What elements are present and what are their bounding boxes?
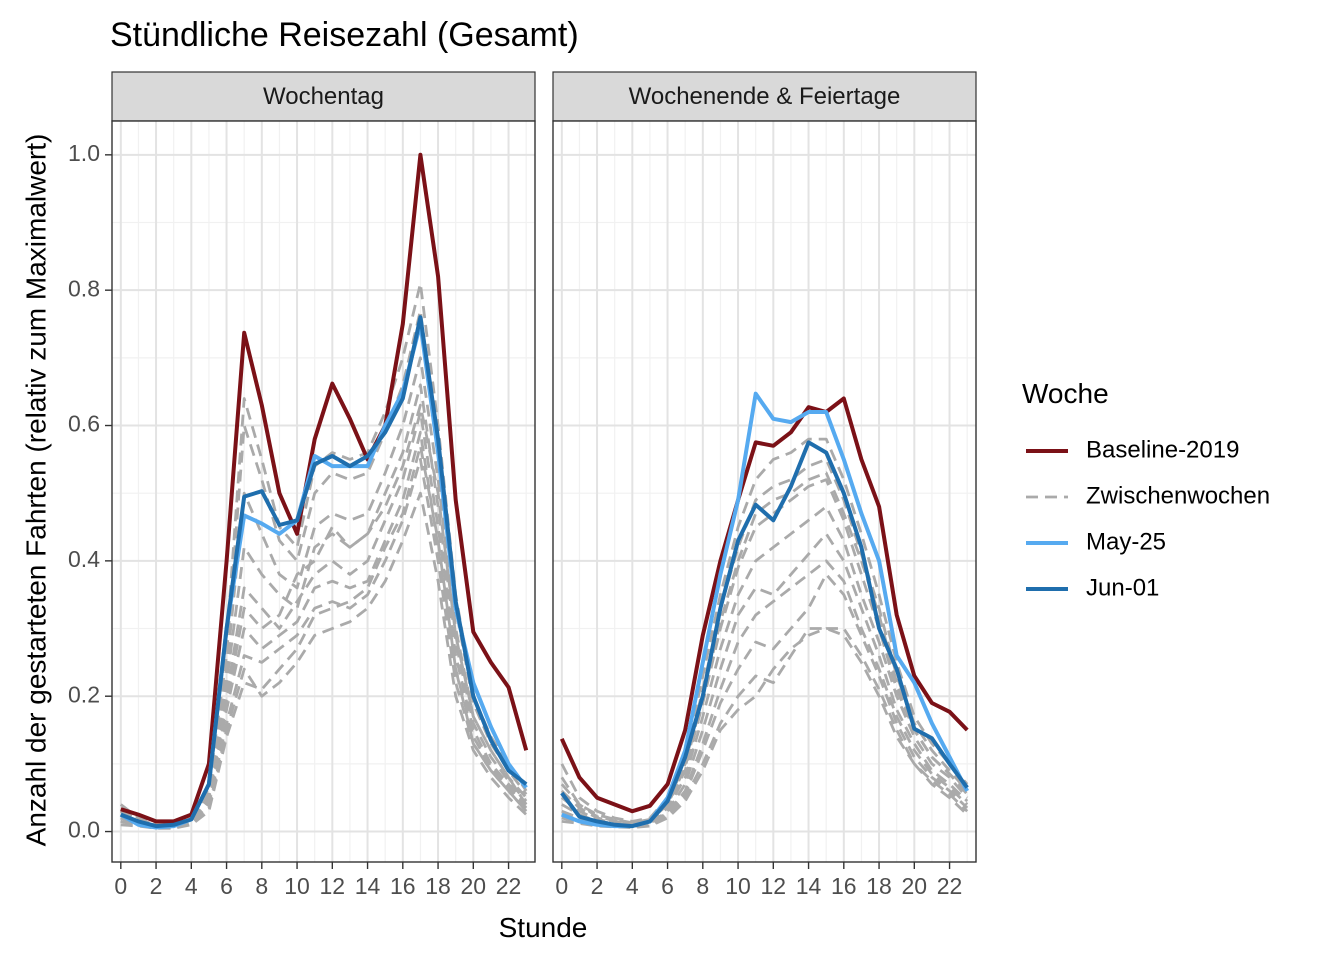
line-zwischenwochen bbox=[120, 383, 528, 828]
x-tick-label: 14 bbox=[796, 873, 822, 899]
facet-panel: Wochentag 0 2 4 6 8 10 12 14 16 18 20 22 0.0 0.2 0.4 0.6… bbox=[68, 71, 536, 899]
gridlines bbox=[553, 121, 976, 862]
x-tick-label: 4 bbox=[185, 873, 198, 899]
legend: Woche Baseline-2019 Zwischenwochen May-25 J… bbox=[1022, 378, 1270, 601]
legend-items: Baseline-2019 Zwischenwochen May-25 Jun-01 bbox=[1026, 436, 1270, 601]
facet-strip bbox=[552, 71, 977, 122]
line-zwischenwochen bbox=[561, 532, 969, 827]
legend-item: Zwischenwochen bbox=[1026, 482, 1270, 509]
chart-title: Stündliche Reisezahl (Gesamt) bbox=[110, 16, 579, 54]
series-lines bbox=[559, 391, 969, 829]
x-tick-label: 16 bbox=[390, 873, 416, 899]
line-zwischenwochen bbox=[561, 573, 969, 829]
x-tick-label: 18 bbox=[866, 873, 892, 899]
y-tick-label: 0.0 bbox=[68, 817, 100, 843]
legend-item: Baseline-2019 bbox=[1026, 436, 1239, 463]
y-tick-label: 1.0 bbox=[68, 140, 100, 166]
legend-label: May-25 bbox=[1086, 528, 1166, 555]
line-jun-01 bbox=[560, 440, 969, 829]
x-tick-label: 22 bbox=[937, 873, 963, 899]
facet-strip-label: Wochentag bbox=[263, 83, 384, 110]
line-jun-01 bbox=[120, 315, 528, 829]
x-tick-label: 6 bbox=[220, 873, 233, 899]
line-zwischenwochen bbox=[120, 410, 528, 829]
y-axis-title: Anzahl der gestarteten Fahrten (relativ … bbox=[20, 134, 51, 847]
x-tick-label: 12 bbox=[761, 873, 787, 899]
x-tick-label: 8 bbox=[696, 873, 709, 899]
panel-background bbox=[112, 121, 535, 862]
line-zwischenwochen bbox=[120, 403, 528, 829]
x-tick-label: 2 bbox=[150, 873, 163, 899]
legend-title: Woche bbox=[1022, 378, 1109, 409]
legend-label: Zwischenwochen bbox=[1086, 482, 1270, 509]
series-lines bbox=[119, 152, 529, 830]
y-tick-label: 0.2 bbox=[68, 681, 100, 707]
x-tick-label: 20 bbox=[902, 873, 928, 899]
legend-label: Jun-01 bbox=[1086, 574, 1159, 601]
line-zwischenwochen bbox=[120, 356, 528, 827]
x-tick-label: 16 bbox=[831, 873, 857, 899]
facet-strip-label: Wochenende & Feiertage bbox=[629, 83, 901, 110]
x-tick-label: 12 bbox=[320, 873, 346, 899]
y-tick-label: 0.6 bbox=[68, 411, 100, 437]
x-tick-label: 8 bbox=[255, 873, 268, 899]
x-tick-label: 6 bbox=[661, 873, 674, 899]
x-axis: 0 2 4 6 8 10 12 14 16 18 20 22 bbox=[114, 862, 521, 899]
legend-item: May-25 bbox=[1026, 528, 1166, 555]
facet-strip bbox=[111, 71, 536, 122]
line-baseline-2019 bbox=[559, 396, 969, 814]
line-zwischenwochen bbox=[120, 444, 528, 830]
y-tick-label: 0.4 bbox=[68, 546, 100, 572]
x-tick-label: 2 bbox=[591, 873, 604, 899]
line-baseline-2019 bbox=[120, 152, 529, 824]
x-axis-title: Stunde bbox=[499, 912, 588, 943]
x-tick-label: 10 bbox=[725, 873, 751, 899]
legend-item: Jun-01 bbox=[1026, 574, 1159, 601]
legend-label: Baseline-2019 bbox=[1086, 436, 1239, 463]
x-tick-label: 18 bbox=[425, 873, 451, 899]
x-axis: 0 2 4 6 8 10 12 14 16 18 20 22 bbox=[555, 862, 962, 899]
line-zwischenwochen bbox=[561, 559, 969, 828]
panel-border bbox=[111, 120, 536, 863]
y-tick-label: 0.8 bbox=[68, 275, 100, 301]
line-zwischenwochen bbox=[560, 471, 969, 825]
facet-panel: Wochenende & Feiertage 0 2 4 6 8 10 12 14 16 18 20 2… bbox=[552, 71, 977, 899]
y-axis-title-group: Anzahl der gestarteten Fahrten (relativ … bbox=[20, 134, 51, 847]
x-tick-label: 14 bbox=[355, 873, 381, 899]
panel-border bbox=[552, 120, 977, 863]
x-tick-label: 0 bbox=[114, 873, 127, 899]
x-tick-label: 20 bbox=[461, 873, 487, 899]
x-tick-label: 22 bbox=[496, 873, 522, 899]
x-tick-label: 0 bbox=[555, 873, 568, 899]
line-zwischenwochen bbox=[560, 437, 969, 823]
y-axis: 0.0 0.2 0.4 0.6 0.8 1.0 bbox=[68, 140, 112, 843]
x-tick-label: 4 bbox=[626, 873, 639, 899]
x-tick-label: 10 bbox=[284, 873, 310, 899]
